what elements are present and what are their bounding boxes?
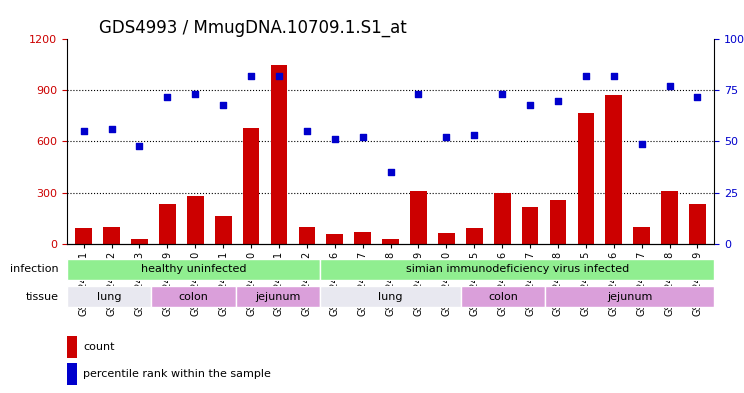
Point: [691, 94, 703, 100]
Bar: [494, 193, 510, 244]
Point: [189, 91, 201, 97]
Bar: [243, 128, 260, 244]
Point: [469, 132, 481, 138]
Point: [385, 169, 397, 175]
FancyBboxPatch shape: [151, 286, 236, 307]
Bar: [689, 204, 706, 244]
FancyBboxPatch shape: [545, 286, 714, 307]
Bar: [131, 239, 148, 244]
FancyBboxPatch shape: [320, 259, 714, 280]
Bar: [522, 207, 539, 244]
Text: count: count: [83, 342, 115, 352]
Text: simian immunodeficiency virus infected: simian immunodeficiency virus infected: [405, 264, 629, 274]
Bar: [606, 95, 622, 244]
Bar: [67, 336, 77, 358]
FancyBboxPatch shape: [67, 286, 151, 307]
Point: [329, 136, 341, 143]
Text: jejunum: jejunum: [607, 292, 652, 302]
Bar: [410, 191, 427, 244]
Bar: [382, 239, 399, 244]
Bar: [633, 227, 650, 244]
Text: infection: infection: [10, 264, 59, 274]
Point: [161, 94, 173, 100]
FancyBboxPatch shape: [236, 286, 320, 307]
Bar: [438, 233, 455, 244]
Text: lung: lung: [97, 292, 121, 302]
Bar: [327, 234, 343, 244]
Point: [524, 101, 536, 108]
FancyBboxPatch shape: [67, 259, 320, 280]
Bar: [550, 200, 566, 244]
Bar: [466, 228, 483, 244]
Text: colon: colon: [179, 292, 208, 302]
Point: [217, 101, 229, 108]
Text: jejunum: jejunum: [255, 292, 301, 302]
Point: [635, 140, 647, 147]
Point: [245, 73, 257, 79]
FancyBboxPatch shape: [320, 286, 461, 307]
Bar: [298, 227, 315, 244]
Point: [552, 97, 564, 104]
Text: colon: colon: [488, 292, 518, 302]
Point: [440, 134, 452, 141]
Point: [106, 126, 118, 132]
Point: [496, 91, 508, 97]
Bar: [67, 363, 77, 385]
Bar: [103, 228, 120, 244]
Bar: [661, 191, 678, 244]
Text: tissue: tissue: [25, 292, 59, 302]
Point: [77, 128, 89, 134]
Point: [356, 134, 368, 141]
Point: [301, 128, 312, 134]
Bar: [271, 65, 287, 244]
Point: [608, 73, 620, 79]
Bar: [577, 112, 594, 244]
Bar: [215, 217, 231, 244]
Point: [133, 142, 145, 149]
Point: [273, 73, 285, 79]
Text: lung: lung: [379, 292, 403, 302]
Bar: [354, 232, 371, 244]
Point: [580, 73, 591, 79]
Bar: [187, 196, 204, 244]
Text: percentile rank within the sample: percentile rank within the sample: [83, 369, 271, 379]
FancyBboxPatch shape: [461, 286, 545, 307]
Point: [412, 91, 424, 97]
Bar: [159, 204, 176, 244]
Bar: [75, 228, 92, 244]
Point: [664, 83, 676, 90]
Text: healthy uninfected: healthy uninfected: [141, 264, 246, 274]
Text: GDS4993 / MmugDNA.10709.1.S1_at: GDS4993 / MmugDNA.10709.1.S1_at: [99, 18, 407, 37]
